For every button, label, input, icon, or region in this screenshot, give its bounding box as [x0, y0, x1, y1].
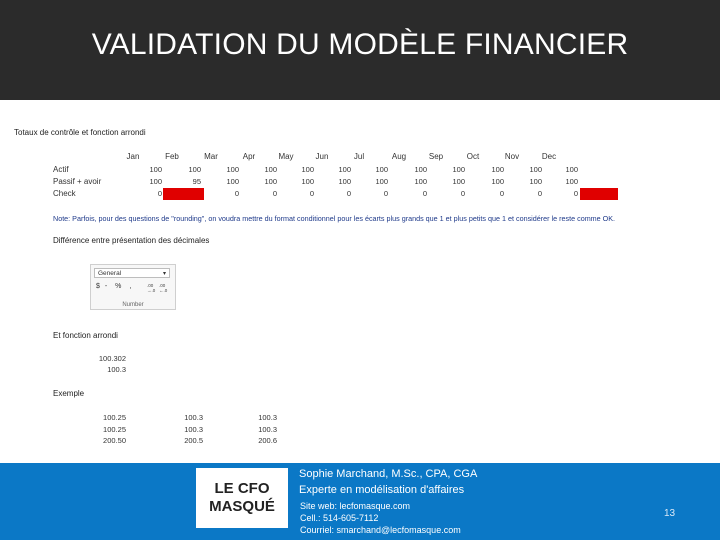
- table-cell: 100.25: [103, 413, 126, 422]
- table-cell: 95: [192, 177, 201, 186]
- value-unrounded: 100.302: [98, 354, 126, 363]
- slide-footer: [0, 463, 720, 540]
- table-cell: 0: [422, 189, 427, 198]
- table-cell: 200.50: [103, 436, 126, 445]
- table-cell: 100: [491, 177, 504, 186]
- table-cell: 200.5: [184, 436, 203, 445]
- month-header: Nov: [504, 152, 520, 161]
- table-cell: 100: [149, 177, 162, 186]
- table-cell: 0: [234, 189, 239, 198]
- table-cell: 100: [414, 165, 427, 174]
- table-cell: 100: [375, 165, 388, 174]
- table-cell: 100: [264, 177, 277, 186]
- slide-header: VALIDATION DU MODÈLE FINANCIER: [0, 0, 720, 100]
- month-header: Jun: [315, 152, 329, 161]
- table-cell: 100: [565, 177, 578, 186]
- phone: Cell.: 514-605-7112: [300, 513, 379, 523]
- month-header: Apr: [242, 152, 256, 161]
- row-label-passif: Passif + avoir: [53, 177, 102, 186]
- table-cell: 0: [346, 189, 351, 198]
- row-label-check: Check: [53, 189, 76, 198]
- section-heading-totals: Totaux de contrôle et fonction arrondi: [14, 128, 146, 137]
- number-format-value: General: [98, 270, 122, 277]
- table-cell: 100: [301, 177, 314, 186]
- table-cell: 100: [264, 165, 277, 174]
- month-header: May: [278, 152, 294, 161]
- table-cell: 100: [375, 177, 388, 186]
- month-header: Dec: [541, 152, 557, 161]
- decrease-decimal-button[interactable]: .00 ←.0: [159, 283, 168, 293]
- currency-dropdown-icon[interactable]: -: [104, 283, 108, 290]
- table-cell: 100: [529, 177, 542, 186]
- table-cell: 100: [452, 177, 465, 186]
- table-cell: 0: [309, 189, 314, 198]
- comma-style-button[interactable]: ,: [129, 283, 132, 290]
- month-header: Aug: [391, 152, 407, 161]
- increase-decimal-button[interactable]: .00 →.0: [147, 283, 156, 293]
- month-header: Feb: [165, 152, 179, 161]
- table-cell: 100: [149, 165, 162, 174]
- number-format-buttons: $ - % ,: [96, 283, 131, 290]
- table-cell: 100: [226, 165, 239, 174]
- author-name: Sophie Marchand, M.Sc., CPA, CGA: [299, 468, 478, 480]
- chevron-down-icon: ▾: [162, 271, 166, 277]
- page-number: 13: [664, 508, 676, 519]
- table-cell: 100: [338, 165, 351, 174]
- check-error-highlight: [163, 188, 204, 200]
- logo: LE CFO MASQUÉ: [196, 468, 288, 528]
- table-cell: 100: [414, 177, 427, 186]
- table-cell: 100.3: [258, 425, 277, 434]
- table-cell: 100: [452, 165, 465, 174]
- table-cell: 100: [301, 165, 314, 174]
- percent-style-button[interactable]: %: [115, 283, 122, 290]
- author-role: Experte en modélisation d'affaires: [299, 484, 465, 496]
- table-cell: 100.3: [184, 425, 203, 434]
- number-format-select[interactable]: General ▾: [94, 268, 170, 278]
- rounding-note: Note: Parfois, pour des questions de "ro…: [53, 214, 616, 223]
- table-cell: 0: [272, 189, 277, 198]
- table-cell: 0: [383, 189, 388, 198]
- logo-line-1: LE CFO: [214, 480, 270, 497]
- month-header: Jul: [353, 152, 365, 161]
- slide-title: VALIDATION DU MODÈLE FINANCIER: [91, 28, 629, 61]
- table-cell: 100: [338, 177, 351, 186]
- table-cell: 100.25: [103, 425, 126, 434]
- table-cell: 100: [565, 165, 578, 174]
- table-cell: 100: [226, 177, 239, 186]
- website[interactable]: Site web: lecfomasque.com: [300, 501, 411, 511]
- section-heading-example: Exemple: [53, 389, 85, 398]
- logo-line-2: MASQUÉ: [209, 498, 275, 515]
- month-header: Sep: [428, 152, 444, 161]
- table-cell: 100: [529, 165, 542, 174]
- table-cell: 100.3: [258, 413, 277, 422]
- table-cell: 0: [573, 189, 578, 198]
- table-cell: 0: [537, 189, 542, 198]
- month-header: Oct: [466, 152, 480, 161]
- email[interactable]: Courriel: smarchand@lecfomasque.com: [300, 525, 461, 535]
- row-label-actif: Actif: [53, 165, 69, 174]
- month-header: Mar: [204, 152, 218, 161]
- table-cell: 0: [157, 189, 162, 198]
- currency-format-button[interactable]: $: [96, 283, 100, 290]
- month-header: Jan: [126, 152, 140, 161]
- table-cell: 0: [460, 189, 465, 198]
- table-cell: 5: [196, 189, 201, 198]
- section-heading-round-function: Et fonction arrondi: [53, 331, 118, 340]
- number-format-ribbon: General ▾ $ - % , .00 →.0 .00 ←.0 Number: [90, 264, 176, 310]
- section-heading-decimals: Différence entre présentation des décima…: [53, 236, 210, 245]
- check-error-highlight: [580, 188, 618, 200]
- table-cell: 100.3: [184, 413, 203, 422]
- table-cell: 100: [188, 165, 201, 174]
- table-cell: 100: [491, 165, 504, 174]
- value-rounded: 100.3: [107, 365, 126, 374]
- table-cell: 0: [499, 189, 504, 198]
- table-cell: 200.6: [258, 436, 277, 445]
- number-group-label: Number: [122, 302, 144, 308]
